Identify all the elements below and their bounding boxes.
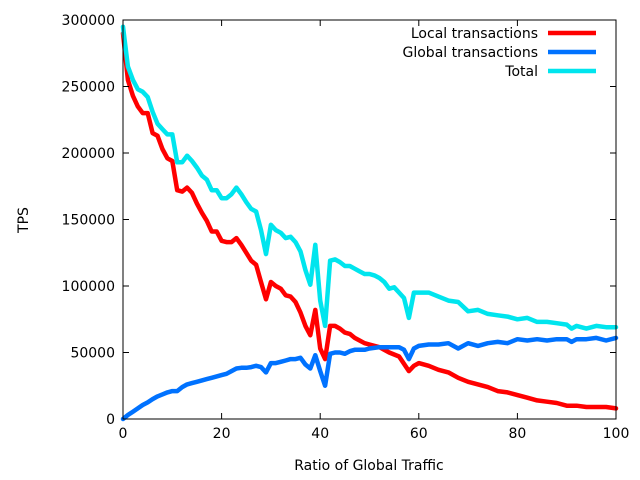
y-tick-label-4: 200000 [62,146,115,162]
legend-label-2: Total [504,64,538,80]
series-line-2 [120,24,619,331]
x-tick-label-1: 20 [213,426,231,442]
x-tick-label-4: 80 [508,426,526,442]
y-tick-label-3: 150000 [62,213,115,229]
x-tick-label-3: 60 [410,426,428,442]
x-tick-label-5: 100 [603,426,630,442]
x-tick-label-0: 0 [119,426,128,442]
y-tick-label-5: 250000 [62,80,115,96]
series-line-1 [120,335,619,422]
y-tick-label-6: 300000 [62,13,115,29]
axis-ticks [122,19,617,420]
plot-frame [122,19,617,420]
x-tick-label-2: 40 [311,426,329,442]
legend-label-1: Global transactions [403,45,539,61]
y-axis-label: TPS [16,207,32,234]
y-tick-label-2: 100000 [62,279,115,295]
tick-labels: 0 20 40 60 80 100 0 50000 100000 150000 200000 2500… [62,13,630,442]
y-tick-label-1: 50000 [70,346,115,362]
series-lines [120,24,619,422]
legend: Local transactions Global transactions Tot… [403,26,596,80]
y-tick-label-0: 0 [106,412,115,428]
legend-label-0: Local transactions [411,26,538,42]
x-axis-label: Ratio of Global Traffic [294,458,444,474]
series-line-0 [120,31,619,411]
